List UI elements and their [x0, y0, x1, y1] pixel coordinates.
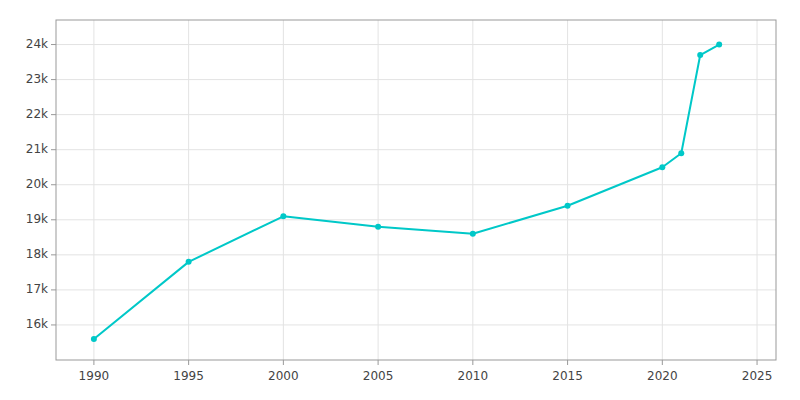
x-tick — [188, 360, 189, 365]
data-point — [697, 52, 703, 58]
data-point — [565, 203, 571, 209]
data-point — [186, 259, 192, 265]
y-tick — [51, 324, 56, 325]
grid-line — [56, 289, 776, 290]
x-tick — [757, 360, 758, 365]
x-tick-label: 2025 — [742, 369, 773, 383]
grid-line — [662, 20, 663, 360]
grid-line — [378, 20, 379, 360]
y-tick-label: 22k — [26, 107, 48, 121]
grid-line — [56, 184, 776, 185]
y-tick-label: 20k — [26, 177, 48, 191]
y-tick-label: 24k — [26, 37, 48, 51]
y-tick-label: 21k — [26, 142, 48, 156]
grid-line — [188, 20, 189, 360]
x-tick-label: 1990 — [79, 369, 110, 383]
data-point — [91, 336, 97, 342]
grid-line — [56, 44, 776, 45]
data-point — [470, 231, 476, 237]
x-tick — [283, 360, 284, 365]
plot-frame — [56, 20, 776, 360]
y-tick — [51, 149, 56, 150]
data-point — [678, 150, 684, 156]
grid-line — [567, 20, 568, 360]
y-tick — [51, 219, 56, 220]
axes: 16k 17k 18k 19k 20k 21k 22k 23k 24k 1990 1995 2000 2… — [26, 37, 773, 383]
grid — [56, 20, 776, 360]
grid-line — [93, 20, 94, 360]
x-tick-label: 2010 — [458, 369, 489, 383]
series — [91, 42, 722, 342]
y-tick-label: 17k — [26, 282, 48, 296]
x-tick — [93, 360, 94, 365]
data-point — [716, 42, 722, 48]
y-tick — [51, 114, 56, 115]
data-point — [659, 164, 665, 170]
grid-line — [56, 324, 776, 325]
y-tick — [51, 44, 56, 45]
y-tick — [51, 79, 56, 80]
y-tick-label: 23k — [26, 72, 48, 86]
chart-container: 16k 17k 18k 19k 20k 21k 22k 23k 24k 1990 1995 2000 2… — [0, 0, 800, 400]
grid-line — [56, 114, 776, 115]
grid-line — [56, 219, 776, 220]
grid-line — [283, 20, 284, 360]
x-tick-label: 1995 — [173, 369, 204, 383]
x-tick-label: 2005 — [363, 369, 394, 383]
y-tick-label: 16k — [26, 317, 48, 331]
y-tick — [51, 254, 56, 255]
y-tick — [51, 184, 56, 185]
data-point — [280, 213, 286, 219]
y-tick — [51, 289, 56, 290]
x-tick — [567, 360, 568, 365]
x-tick-label: 2020 — [647, 369, 678, 383]
y-tick-label: 18k — [26, 247, 48, 261]
x-tick-label: 2015 — [552, 369, 583, 383]
grid-line — [56, 254, 776, 255]
x-tick-label: 2000 — [268, 369, 299, 383]
grid-line — [757, 20, 758, 360]
grid-line — [56, 149, 776, 150]
x-tick — [378, 360, 379, 365]
x-tick — [662, 360, 663, 365]
grid-line — [56, 79, 776, 80]
grid-line — [472, 20, 473, 360]
plot-area — [56, 20, 776, 360]
data-line — [94, 45, 719, 339]
chart: 16k 17k 18k 19k 20k 21k 22k 23k 24k 1990 1995 2000 2… — [0, 0, 800, 400]
data-point — [375, 224, 381, 230]
y-tick-label: 19k — [26, 212, 48, 226]
x-tick — [472, 360, 473, 365]
